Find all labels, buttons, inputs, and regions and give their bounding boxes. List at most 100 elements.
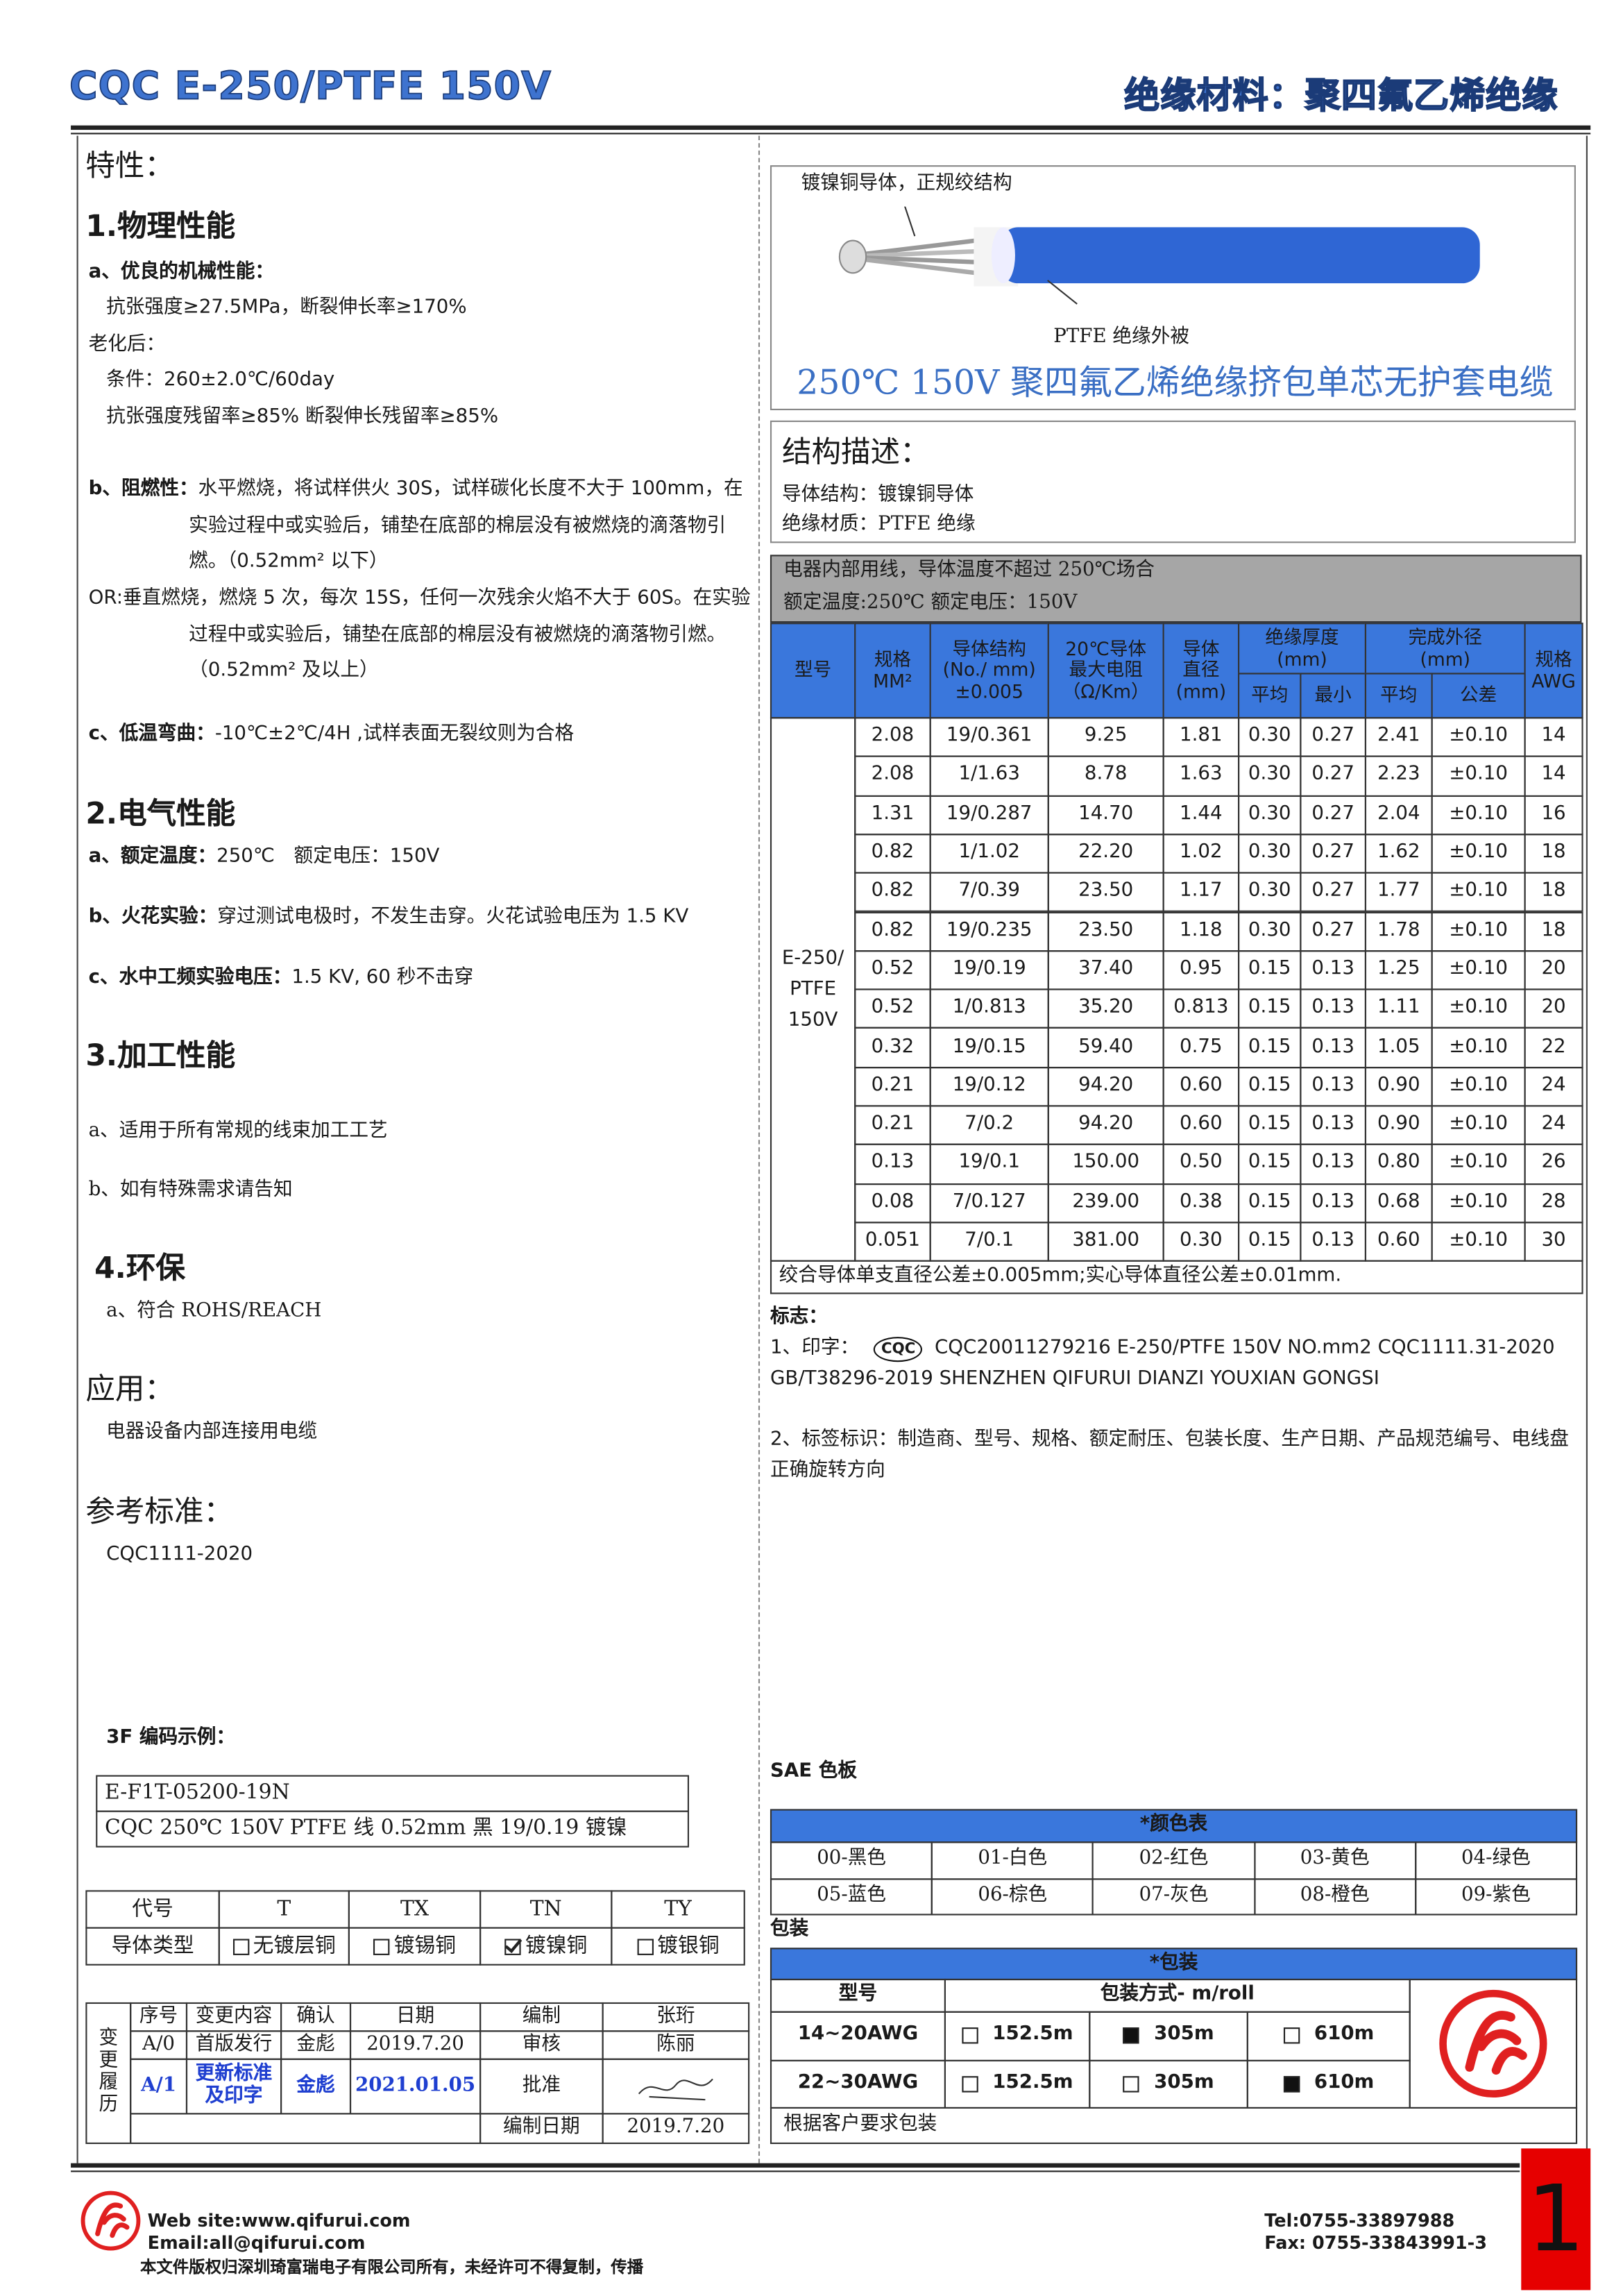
signature-cell [602, 2058, 750, 2115]
header-rule-thin [71, 133, 1591, 135]
spec-header-line: （Ω/Km） [1062, 679, 1150, 702]
header-rule [71, 125, 1591, 130]
conductor-type-text: 无镀层铜 [253, 1934, 336, 1959]
spec-cell: 59.40 [1047, 1027, 1164, 1068]
property-line: a、符合 ROHS/REACH [106, 1296, 321, 1328]
spec-cell: 0.30 [1238, 911, 1302, 952]
spec-cell: 0.13 [1300, 1183, 1367, 1224]
conductor-header: T [218, 1890, 350, 1929]
spec-cell: 0.30 [1238, 795, 1302, 836]
spec-note: 额定温度:250℃ 额定电压：150V [783, 591, 1078, 614]
revision-cell: 更新标准及印字 [185, 2058, 282, 2115]
spec-cell: 1.05 [1364, 1027, 1433, 1068]
revision-header: 张珩 [602, 2002, 750, 2032]
spec-cell: 0.27 [1300, 872, 1367, 913]
footer-logo [80, 2190, 142, 2252]
code-line: CQC 250℃ 150V PTFE 线 0.52mm 黑 19/0.19 镀镍 [96, 1810, 690, 1848]
spec-header: 完成外径 (mm) [1364, 623, 1526, 675]
diagram-box [770, 165, 1576, 411]
properties-title: 特性： [85, 147, 174, 183]
spec-header-line: ±0.005 [955, 679, 1023, 702]
spec-cell: 1.78 [1364, 911, 1433, 952]
spec-cell: 24 [1524, 1105, 1583, 1146]
spec-cell: 0.95 [1162, 949, 1240, 990]
spec-cell: ±0.10 [1431, 1066, 1526, 1107]
conductor-header: TN [479, 1890, 613, 1929]
spec-cell: 0.15 [1238, 988, 1302, 1029]
spec-cell: ±0.10 [1431, 949, 1526, 990]
checkbox [232, 1938, 249, 1955]
spec-cell: ±0.10 [1431, 872, 1526, 913]
packing-option: 610m [1246, 2011, 1411, 2061]
section-heading: 1.物理性能 [85, 208, 236, 244]
revision-date: 2019.7.20 [602, 2113, 750, 2145]
spec-cell: 14 [1524, 756, 1583, 797]
spec-cell: 0.21 [854, 1105, 931, 1146]
packing-note: 根据客户要求包装 [770, 2107, 1578, 2145]
checkbox [1283, 2075, 1300, 2093]
conductor-label: 镀镍铜导体，正规绞结构 [801, 172, 1012, 195]
property-label: b、阻燃性： [88, 478, 198, 500]
spec-model-line: E-250/ [781, 947, 844, 970]
spec-cell: 0.52 [854, 949, 931, 990]
spec-cell: 0.50 [1162, 1144, 1240, 1185]
revision-cell: 2021.01.05 [349, 2058, 482, 2115]
packing-header: 包装方式- m/roll [944, 1978, 1411, 2013]
property-text: a、符合 ROHS/REACH [106, 1299, 322, 1322]
spec-cell: 0.08 [854, 1183, 931, 1224]
color-cell: 03-黄色 [1253, 1841, 1416, 1880]
spec-cell: 8.78 [1047, 756, 1164, 797]
spec-cell: 0.15 [1238, 949, 1302, 990]
page-number: 1 [1521, 2148, 1591, 2290]
spec-cell: 14 [1524, 717, 1583, 758]
spec-cell: ±0.10 [1431, 1183, 1526, 1224]
footer-email: Email:all@qifurui.com [147, 2232, 366, 2254]
spec-cell: 1.81 [1162, 717, 1240, 758]
conductor-row-label: 导体类型 [85, 1927, 220, 1966]
property-text: 抗张强度残留率≥85% 断裂伸长残留率≥85% [106, 405, 499, 428]
spec-cell: 23.50 [1047, 872, 1164, 913]
spec-header-line: 完成外径 [1408, 625, 1482, 648]
spec-cell: 18 [1524, 833, 1583, 874]
footer-fax: Fax: 0755-33843991-3 [1264, 2232, 1488, 2254]
property-label: b、火花实验： [88, 906, 218, 929]
spec-header-line: 规格 [1535, 648, 1572, 670]
spec-cell: 0.60 [1162, 1105, 1240, 1146]
spec-header-line: 导体 [1182, 637, 1220, 660]
spec-cell: 0.15 [1238, 1222, 1302, 1263]
property-text: -10℃±2℃/4H ,试样表面无裂纹则为合格 [214, 723, 575, 745]
section-heading: 4.环保 [94, 1249, 185, 1285]
spec-header: 绝缘厚度 (mm) [1238, 623, 1367, 675]
property-text: 1.5 KV, 60 秒不击穿 [291, 966, 474, 989]
footer-website: Web site:www.qifurui.com [147, 2210, 411, 2231]
spec-cell: 19/0.19 [929, 949, 1049, 990]
right-border [1586, 135, 1588, 2163]
spec-cell: 1/1.02 [929, 833, 1049, 874]
spec-cell: 1.17 [1162, 872, 1240, 913]
spec-model-line: 150V [788, 1009, 838, 1032]
spec-header: 导体 直径 (mm) [1162, 623, 1240, 719]
spec-cell: 2.04 [1364, 795, 1433, 836]
spec-cell: 2.08 [854, 756, 931, 797]
conductor-type: 无镀层铜 [218, 1927, 350, 1966]
revision-header: 序号 [130, 2002, 188, 2032]
color-cell: 09-紫色 [1414, 1877, 1578, 1916]
spec-cell: 0.32 [854, 1027, 931, 1068]
revision-cell: 金彪 [280, 2030, 352, 2060]
packing-option-text: 152.5m [992, 2023, 1073, 2046]
property-line: a、适用于所有常规的线束加工工艺 [89, 1115, 388, 1148]
spec-cell: 7/0.39 [929, 872, 1049, 913]
color-cell: 02-红色 [1092, 1841, 1255, 1880]
conductor-type: 镀锡铜 [348, 1927, 482, 1966]
color-table-title: *颜色表 [770, 1809, 1578, 1843]
spec-header-line: (mm) [1175, 679, 1227, 702]
spec-cell: 0.30 [1162, 1222, 1240, 1263]
footer-logo-mark [80, 2191, 141, 2251]
spec-cell: 0.15 [1238, 1105, 1302, 1146]
revision-cell: 首版发行 [185, 2030, 282, 2060]
footer-rule [71, 2163, 1520, 2168]
revision-cell: 审核 [479, 2030, 604, 2060]
spec-cell: 26 [1524, 1144, 1583, 1185]
property-text: 老化后： [88, 333, 166, 356]
color-cell: 07-灰色 [1092, 1877, 1255, 1916]
